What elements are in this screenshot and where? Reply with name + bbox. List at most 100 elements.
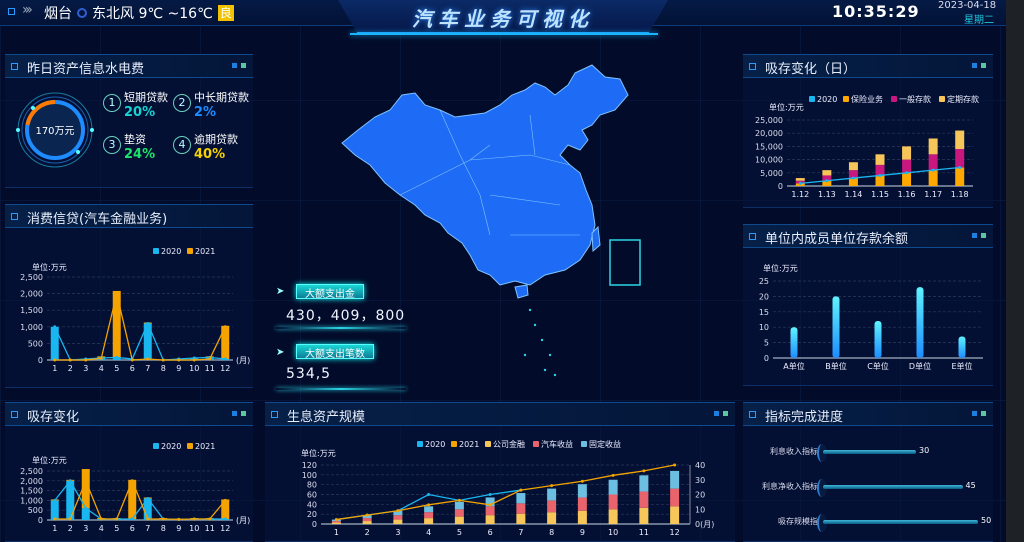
data-point: [931, 168, 935, 172]
asset-value: 24%: [124, 147, 156, 162]
bar: [362, 521, 372, 524]
progress-value: 50: [981, 516, 992, 525]
y-tick-label: 0: [764, 354, 769, 363]
bar: [955, 167, 965, 186]
panel-units-header: 单位内成员单位存款余额: [743, 224, 993, 248]
data-point: [84, 358, 88, 362]
data-point: [192, 358, 196, 362]
map-south-sea-inset: [609, 239, 641, 286]
weather-sun-icon: [77, 8, 87, 18]
data-point: [611, 473, 615, 477]
data-point: [115, 292, 119, 296]
legend-label: 公司金融: [493, 439, 525, 449]
y-tick-label: 100: [302, 471, 317, 480]
ring-icon: [817, 444, 827, 462]
x-tick-label: 1.12: [791, 190, 809, 199]
bar: [832, 296, 840, 358]
data-point: [146, 496, 150, 500]
x-tick-label: 10: [189, 524, 199, 533]
bar: [81, 469, 90, 509]
unit-label: 单位:万元: [769, 102, 804, 112]
x-tick-label: 12: [220, 524, 230, 533]
bar: [790, 327, 798, 358]
y2-tick-label: 30: [695, 476, 705, 485]
unit-deposit-chart: 0 5 10 15 20 25 A单位 B单位 C单位 D单位 E单位 单位:万元: [759, 263, 983, 371]
x-tick-label: 1.13: [818, 190, 836, 199]
asset-label: 逾期贷款: [194, 133, 238, 146]
x-tick-label: 10: [608, 528, 618, 537]
y-tick-label: 120: [302, 461, 317, 470]
y-tick-label: 60: [307, 491, 317, 500]
data-point: [851, 176, 855, 180]
y-tick-label: 25,000: [755, 116, 783, 125]
bar: [331, 522, 341, 524]
legend-label: 2021: [459, 440, 479, 449]
x-tick-label: 1.17: [924, 190, 942, 199]
total-value: 170万元: [35, 126, 75, 137]
bar: [928, 154, 938, 171]
data-point: [146, 517, 150, 521]
bar: [143, 323, 152, 360]
x-tick-label: A单位: [783, 361, 804, 371]
data-point: [146, 357, 150, 361]
bar: [822, 180, 832, 186]
data-point: [223, 498, 227, 502]
index-circle-icon: 1: [103, 94, 121, 112]
bar: [454, 509, 464, 517]
legend-label: 2020: [425, 440, 445, 449]
y2-tick-label: 40: [695, 461, 705, 470]
clock-time: 10:35:29: [832, 2, 920, 21]
x-tick-label: 2: [365, 528, 370, 537]
asset-value: 2%: [194, 105, 217, 120]
panel-utility-header: 昨日资产信息水电费: [5, 54, 253, 78]
legend-swatch: [581, 441, 587, 447]
bar: [670, 506, 680, 524]
x-tick-label: D单位: [909, 361, 931, 371]
series-line: [54, 293, 226, 361]
data-point: [130, 358, 134, 362]
legend-swatch: [153, 443, 159, 449]
data-point: [365, 513, 369, 517]
legend-label: 汽车收益: [541, 439, 573, 449]
x-tick-label: 1.15: [871, 190, 889, 199]
x-tick-label: 4: [99, 364, 104, 373]
data-point: [208, 357, 212, 361]
bar: [128, 479, 137, 520]
scrollbar[interactable]: [1006, 0, 1024, 542]
legend-label: 2020: [161, 247, 181, 256]
data-point: [488, 503, 492, 507]
x-tick-label: 6: [130, 364, 135, 373]
series-line: [336, 464, 675, 521]
y-tick-label: 1,500: [20, 487, 43, 496]
china-map[interactable]: [330, 55, 660, 395]
asset-label: 垫资: [124, 133, 146, 146]
bar: [639, 491, 649, 508]
metric2-value: 534,5: [286, 366, 332, 382]
series-line: [54, 479, 226, 521]
y-tick-label: 10: [759, 323, 769, 332]
legend-label: 2021: [195, 442, 215, 451]
asset-label: 短期贷款: [124, 91, 168, 104]
y-tick-label: 2,500: [20, 467, 43, 476]
bar: [848, 170, 858, 179]
progress-label: 利息收入指标: [770, 447, 818, 456]
bar: [66, 480, 75, 520]
bar: [639, 475, 649, 492]
bar: [81, 508, 90, 520]
x-tick-label: 5: [114, 364, 119, 373]
bar: [577, 497, 587, 511]
data-point: [673, 463, 677, 467]
x-tick-label: 2: [68, 364, 73, 373]
y-tick-label: 15,000: [755, 142, 783, 151]
progress-value: 30: [919, 446, 930, 455]
bar: [902, 146, 912, 160]
x-tick-label: 4: [426, 528, 431, 537]
panel-progress-header: 指标完成进度: [743, 402, 993, 426]
progress-label: 吸存规模指: [778, 517, 818, 526]
bar: [639, 507, 649, 524]
data-point: [99, 356, 103, 360]
legend-swatch: [939, 96, 945, 102]
bar: [608, 509, 618, 524]
page-title: 汽车业务可视化: [412, 7, 594, 31]
